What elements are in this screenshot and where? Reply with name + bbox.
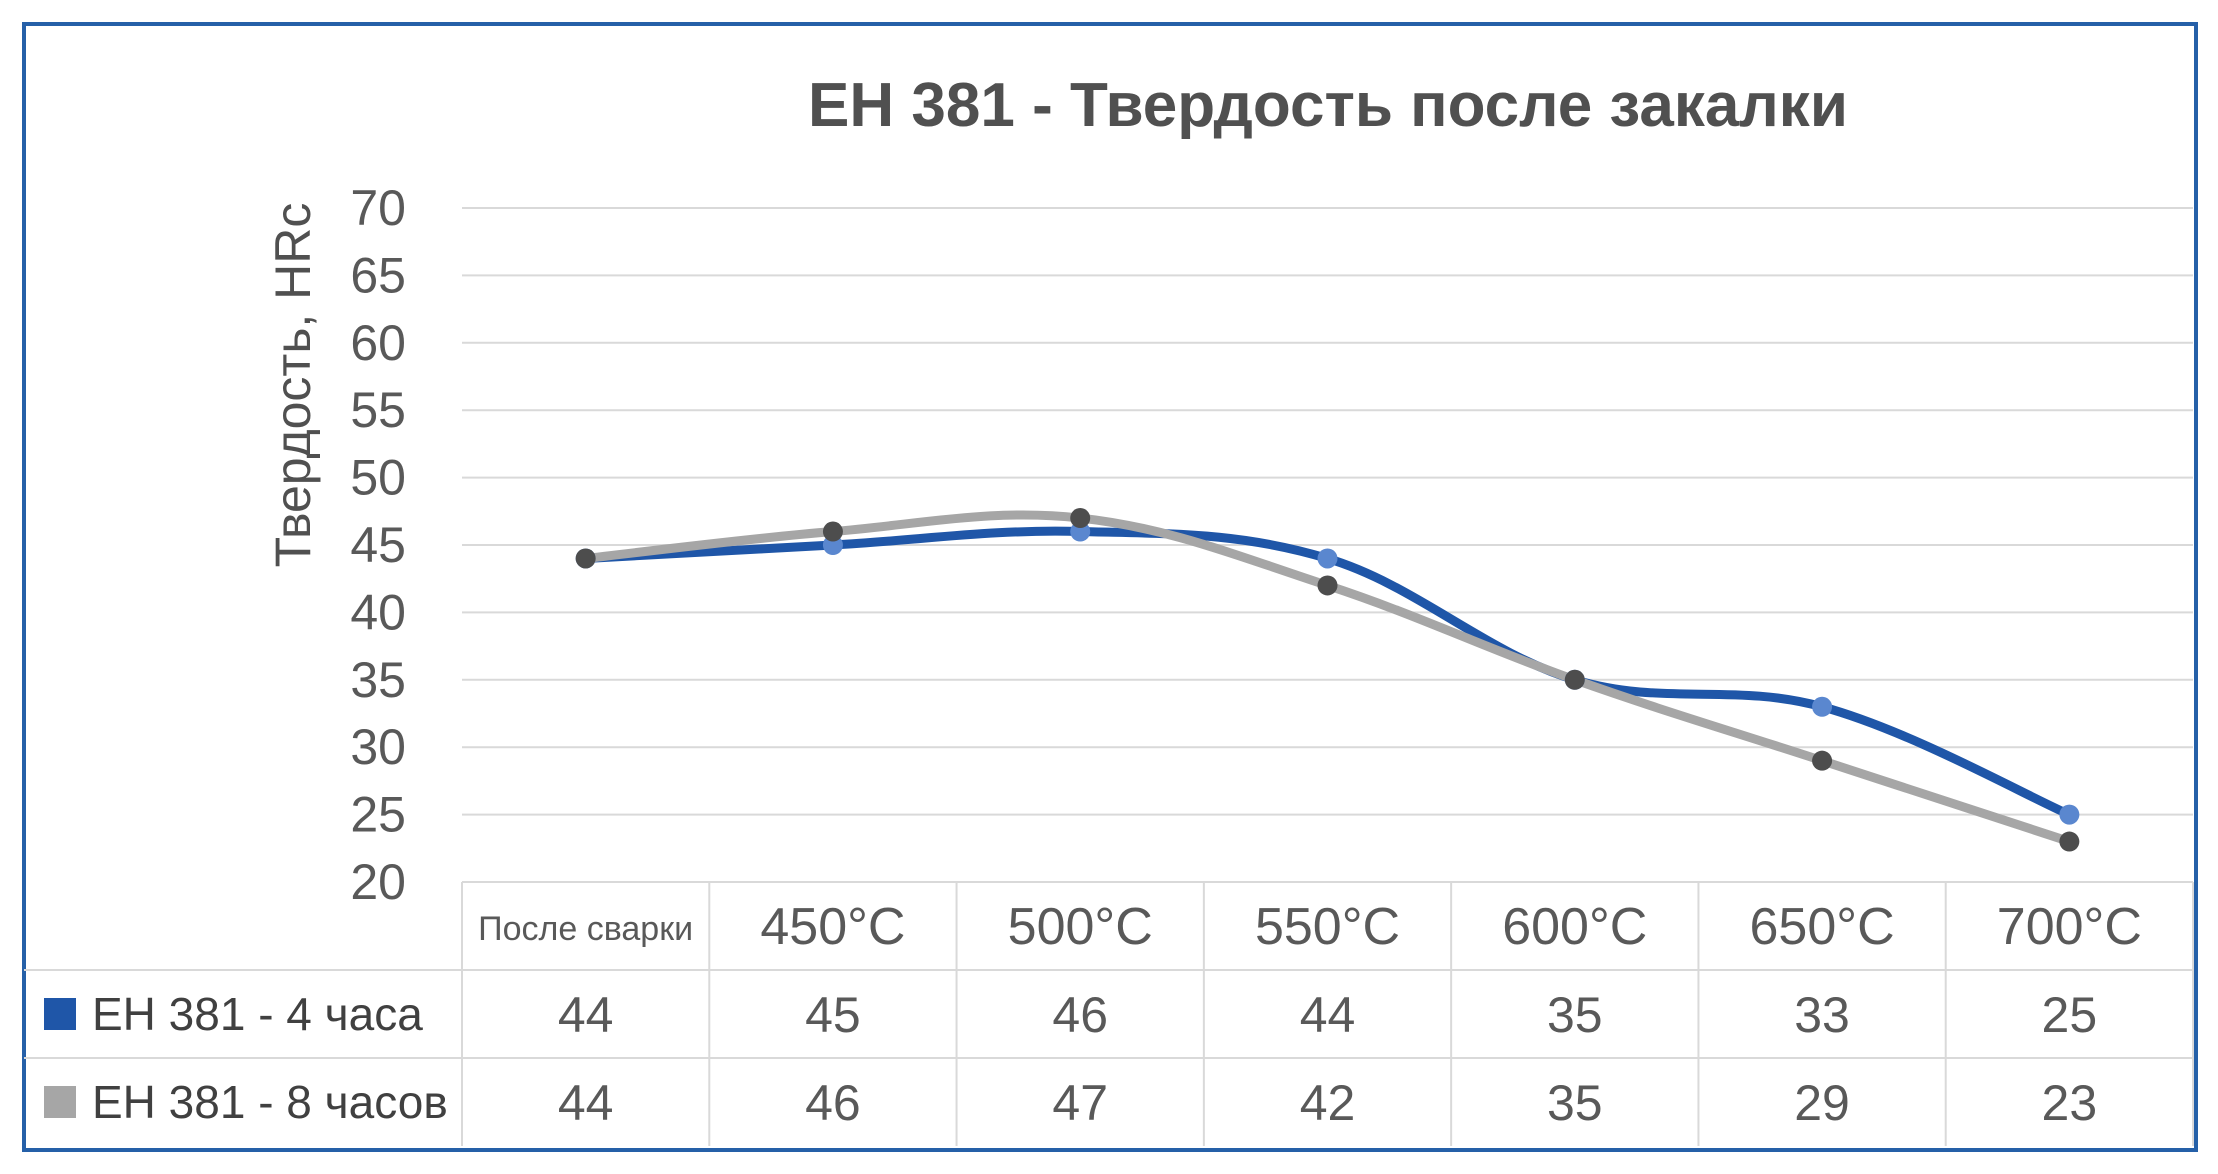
chart-title: EH 381 - Твердость после закалки bbox=[808, 71, 1848, 140]
table-cell: 44 bbox=[558, 987, 614, 1043]
data-point bbox=[2059, 831, 2080, 852]
y-tick-label: 70 bbox=[350, 180, 406, 236]
data-point bbox=[1317, 575, 1338, 596]
category-label: 600°C bbox=[1502, 898, 1647, 956]
data-point bbox=[1317, 548, 1338, 569]
y-axis-ticks: 20 25 30 35 40 45 50 55 60 65 70 bbox=[350, 180, 406, 910]
table-cell: 33 bbox=[1794, 987, 1850, 1043]
data-point bbox=[1812, 696, 1833, 717]
table-cell: 42 bbox=[1300, 1075, 1356, 1131]
table-cell: 29 bbox=[1794, 1075, 1850, 1131]
data-point bbox=[1070, 508, 1091, 529]
category-label: 700°C bbox=[1997, 898, 2142, 956]
table-cell: 44 bbox=[558, 1075, 614, 1131]
legend-label: EH 381 - 4 часа bbox=[92, 988, 423, 1040]
series-lines bbox=[575, 508, 2080, 852]
y-tick-label: 65 bbox=[350, 247, 406, 303]
table-cell: 44 bbox=[1300, 987, 1356, 1043]
data-point bbox=[1564, 669, 1585, 690]
y-axis-label: Твердость, HRc bbox=[265, 203, 321, 568]
y-tick-label: 60 bbox=[350, 315, 406, 371]
y-tick-label: 40 bbox=[350, 584, 406, 640]
category-label: После сварки bbox=[478, 910, 693, 948]
y-tick-label: 30 bbox=[350, 719, 406, 775]
category-label: 500°C bbox=[1008, 898, 1153, 956]
category-label: 450°C bbox=[760, 898, 905, 956]
y-tick-label: 35 bbox=[350, 652, 406, 708]
y-tick-label: 20 bbox=[350, 854, 406, 910]
y-tick-label: 50 bbox=[350, 450, 406, 506]
data-point bbox=[1812, 750, 1833, 771]
data-point bbox=[575, 548, 596, 569]
y-tick-label: 25 bbox=[350, 787, 406, 843]
y-tick-label: 55 bbox=[350, 382, 406, 438]
legend-key bbox=[44, 1086, 76, 1118]
table-cell: 47 bbox=[1052, 1075, 1108, 1131]
legend-key bbox=[44, 998, 76, 1030]
data-table: После сварки 450°C 500°C 550°C 600°C 650°C 700… bbox=[24, 881, 2194, 1146]
table-cell: 35 bbox=[1547, 1075, 1603, 1131]
category-label: 650°C bbox=[1750, 898, 1895, 956]
table-cell: 45 bbox=[805, 987, 861, 1043]
table-cell: 23 bbox=[2042, 1075, 2098, 1131]
gridlines bbox=[462, 207, 2193, 816]
table-cell: 46 bbox=[1052, 987, 1108, 1043]
data-point bbox=[2059, 804, 2080, 825]
chart-frame bbox=[22, 22, 2198, 1152]
table-cell: 46 bbox=[805, 1075, 861, 1131]
legend-label: EH 381 - 8 часов bbox=[92, 1076, 448, 1128]
table-cell: 25 bbox=[2042, 987, 2098, 1043]
data-point bbox=[822, 521, 843, 542]
y-tick-label: 45 bbox=[350, 517, 406, 573]
table-cell: 35 bbox=[1547, 987, 1603, 1043]
category-label: 550°C bbox=[1255, 898, 1400, 956]
